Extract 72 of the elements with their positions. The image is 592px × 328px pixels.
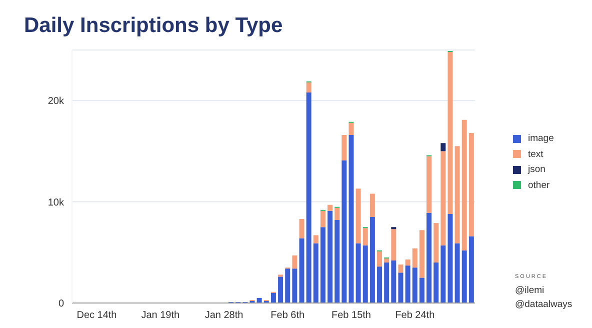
bar <box>370 194 375 217</box>
bar <box>278 276 284 303</box>
bar <box>292 255 298 269</box>
bar <box>377 266 382 303</box>
bar <box>356 188 361 244</box>
bar <box>419 230 424 278</box>
bar <box>426 156 432 213</box>
bar <box>377 251 382 267</box>
y-tick-label: 10k <box>48 197 65 208</box>
x-tick-label: Jan 19th <box>141 310 180 322</box>
bar <box>328 210 333 303</box>
legend-label: other <box>528 180 550 191</box>
bar <box>270 292 276 303</box>
bar <box>348 135 354 303</box>
x-tick-label: Feb 24th <box>395 310 435 322</box>
bar <box>299 219 304 238</box>
bar <box>328 204 333 211</box>
bar <box>448 52 453 214</box>
bar <box>320 210 326 228</box>
chart-title: Daily Inscriptions by Type <box>24 14 283 38</box>
text: @ilemi <box>515 285 544 296</box>
bar <box>313 235 318 244</box>
bar <box>306 82 312 93</box>
legend-label: image <box>528 133 554 144</box>
bar <box>384 262 390 303</box>
bar <box>440 151 446 246</box>
x-tick-label: Dec 14th <box>76 310 117 322</box>
bar <box>299 238 304 303</box>
bar <box>362 228 368 246</box>
legend-label: text <box>528 148 544 160</box>
bar <box>448 214 453 303</box>
bar <box>405 259 410 266</box>
x-tick-label: Feb 15th <box>332 310 372 322</box>
x-tick-label: Jan 28th <box>204 310 244 322</box>
bar <box>362 245 368 303</box>
bar <box>434 262 439 303</box>
bar <box>384 258 390 263</box>
bar <box>462 120 467 250</box>
bar <box>440 143 446 152</box>
y-tick-label: 20k <box>48 96 65 108</box>
bar <box>468 132 474 236</box>
legend-label: json <box>528 164 546 176</box>
bar <box>440 245 446 303</box>
bar <box>398 264 404 273</box>
bar <box>320 227 326 303</box>
bar <box>391 260 396 303</box>
bar <box>348 122 354 136</box>
text: @dataalways <box>515 299 572 310</box>
bar <box>306 92 312 303</box>
bar <box>405 266 410 303</box>
bar <box>412 248 418 268</box>
bar <box>412 268 418 303</box>
bar <box>285 268 290 303</box>
bar <box>398 272 404 303</box>
bar <box>334 220 340 303</box>
bar <box>419 278 424 303</box>
bar <box>391 229 396 260</box>
bar <box>313 243 318 303</box>
x-tick-label: Feb 6th <box>270 310 305 322</box>
bar <box>334 208 340 220</box>
bar <box>370 216 375 303</box>
bar <box>454 243 460 303</box>
bar <box>462 250 467 303</box>
bar <box>468 236 474 303</box>
bar <box>292 268 298 303</box>
bar <box>342 135 347 160</box>
bar <box>434 223 439 263</box>
y-tick-label: 0 <box>58 298 64 310</box>
bar <box>342 160 347 303</box>
bar <box>454 146 460 244</box>
bar <box>356 243 361 303</box>
bar <box>426 212 432 303</box>
